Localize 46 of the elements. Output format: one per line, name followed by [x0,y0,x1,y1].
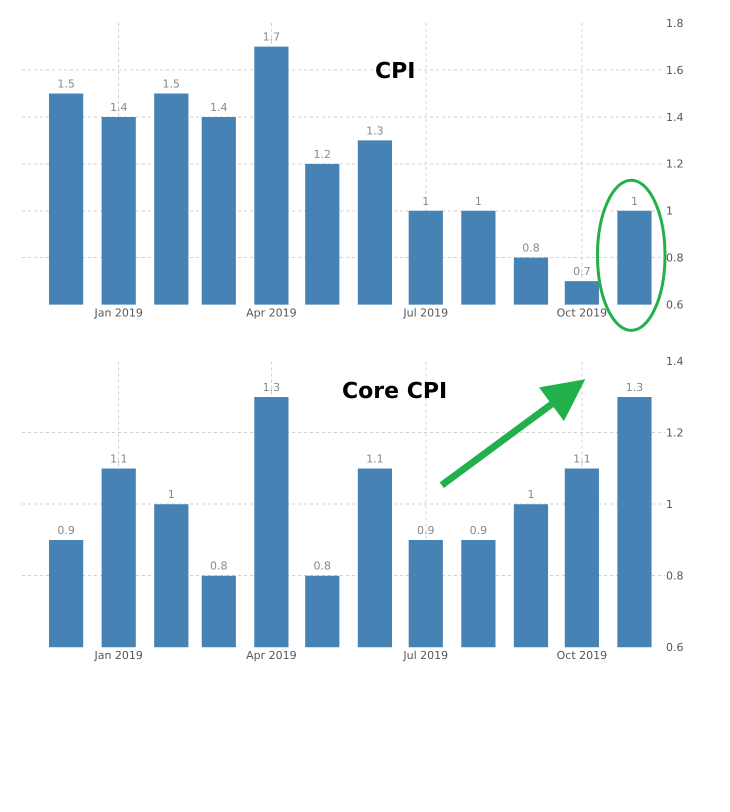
x-tick-label: Apr 2019 [246,649,297,662]
text: Core CPI [342,379,448,404]
data-label: 0.9 [57,524,75,537]
data-label: 1.2 [314,148,332,161]
y-tick-label: 0.6 [666,298,684,312]
data-label: 1 [422,194,430,208]
text: CPI [375,59,416,84]
y-tick-label: 1.8 [666,17,684,30]
data-label: 1.1 [366,452,384,466]
data-label: 1 [630,194,638,208]
data-label: 0.9 [470,524,488,537]
data-label: 1.3 [366,124,384,138]
data-label: 0.8 [314,560,332,573]
y-tick-label: 1 [666,204,673,218]
data-label: 1 [527,488,534,502]
data-label: 0.9 [417,524,435,537]
x-tick-label: Jan 2019 [93,649,143,662]
data-label: 1.5 [162,78,180,91]
y-tick-label: 0.8 [666,570,684,583]
x-tick-label: Oct 2019 [556,306,608,320]
y-tick-label: 1.2 [666,158,684,171]
data-label: 1.3 [262,380,280,394]
data-label: 1.1 [110,452,128,466]
x-tick-label: Jul 2019 [402,306,448,320]
data-label: 0.8 [210,560,228,573]
x-tick-label: Jan 2019 [93,306,143,320]
data-label: 0.7 [573,265,591,278]
data-label: 1.1 [573,452,591,466]
data-label: 1.4 [210,100,228,114]
x-tick-label: Apr 2019 [246,306,297,320]
x-tick-label: Jul 2019 [402,649,448,662]
y-tick-label: 1 [666,498,673,512]
x-tick-label: Oct 2019 [556,649,608,662]
y-tick-label: 1.4 [666,355,684,368]
data-label: 1.5 [57,78,75,91]
y-tick-label: 1.2 [666,426,684,440]
data-label: 1.3 [626,380,644,394]
data-label: 1 [474,194,482,208]
data-label: 1 [168,488,175,502]
y-tick-label: 1.6 [666,64,684,77]
y-tick-label: 0.8 [666,252,684,265]
data-label: 1.4 [110,100,128,114]
y-tick-label: 1.4 [666,110,684,124]
data-label: 1.7 [262,30,280,44]
data-label: 0.8 [522,242,540,255]
y-tick-label: 0.6 [666,641,684,654]
